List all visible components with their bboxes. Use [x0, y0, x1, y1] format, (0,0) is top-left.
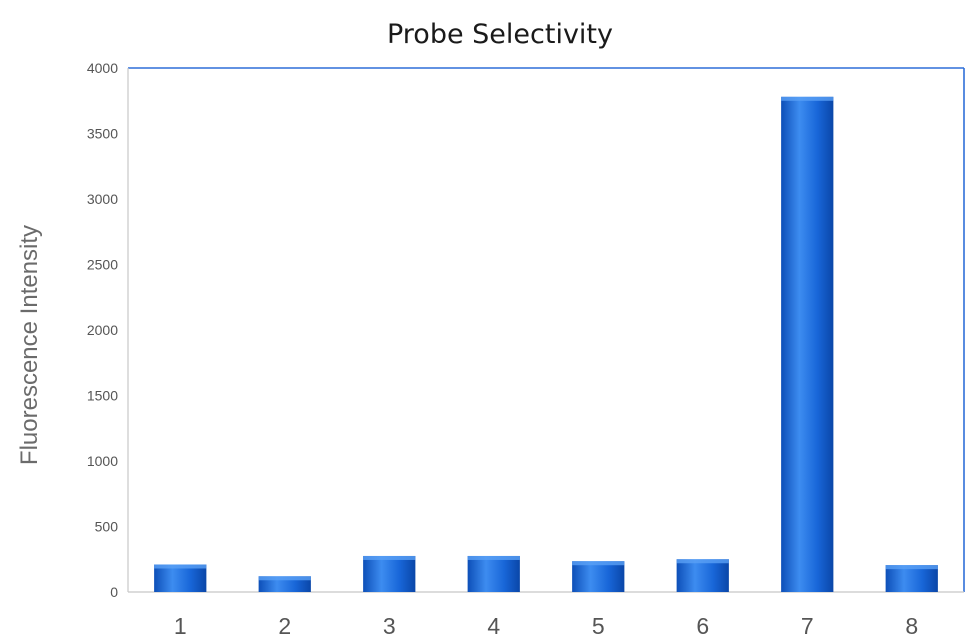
bar-cap — [676, 559, 729, 564]
y-tick-label: 1500 — [87, 388, 118, 404]
y-tick-label: 3500 — [87, 126, 118, 142]
bar — [572, 561, 625, 592]
bar-group — [885, 565, 938, 592]
bar-cap — [258, 576, 311, 581]
y-tick-label: 3000 — [87, 191, 118, 207]
bars — [154, 96, 938, 592]
bar — [781, 96, 834, 592]
bar-cap — [572, 561, 625, 566]
x-tick-label: 1 — [174, 613, 187, 636]
x-tick-label: 7 — [801, 613, 814, 636]
bar-group — [363, 555, 416, 592]
x-tick-label: 5 — [592, 613, 605, 636]
bar-cap — [154, 564, 207, 569]
y-tick-label: 1000 — [87, 453, 118, 469]
bar-cap — [885, 565, 938, 570]
chart-title: Probe Selectivity — [387, 19, 613, 50]
y-tick-label: 0 — [110, 584, 118, 600]
bar — [363, 555, 416, 592]
x-tick-label: 2 — [278, 613, 291, 636]
x-tick-label: 8 — [905, 613, 918, 636]
y-tick-label: 2000 — [87, 322, 118, 338]
bar-cap — [781, 96, 834, 101]
bar-group — [154, 564, 207, 592]
bar — [467, 555, 520, 592]
bar — [885, 565, 938, 592]
y-axis-ticks: 0 500 1000 1500 2000 2500 3000 3500 4000 — [87, 60, 118, 600]
bar-group — [467, 555, 520, 592]
y-axis-label: Fluorescence Intensity — [16, 225, 43, 465]
y-tick-label: 4000 — [87, 60, 118, 76]
bar-group — [572, 561, 625, 592]
y-tick-label: 2500 — [87, 257, 118, 273]
bar-group — [258, 576, 311, 592]
bar-cap — [467, 555, 520, 560]
y-tick-label: 500 — [95, 519, 119, 535]
x-tick-label: 4 — [487, 613, 500, 636]
plot-frame — [127, 67, 965, 593]
x-axis-ticks: 1 2 3 4 5 6 7 8 — [174, 613, 918, 636]
bar-cap — [363, 555, 416, 560]
bar-group — [781, 96, 834, 592]
bar — [676, 559, 729, 592]
x-tick-label: 3 — [383, 613, 396, 636]
bar — [154, 564, 207, 592]
x-tick-label: 6 — [696, 613, 709, 636]
bar-group — [676, 559, 729, 592]
